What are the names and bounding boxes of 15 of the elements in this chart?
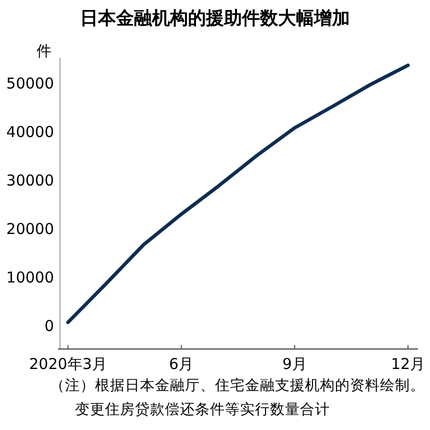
x-tick-label: 2020年3月 [29, 355, 107, 373]
text: 变更住房贷款偿还条件等实行数量合计 [75, 401, 330, 418]
chart-title: 日本金融机构的援助件数大幅增加 [80, 8, 350, 29]
y-tick-label: 30000 [6, 171, 54, 190]
y-tick-label: 0 [44, 316, 54, 335]
y-axis-title: 件 [36, 42, 52, 60]
y-tick-label: 40000 [6, 122, 54, 141]
y-tick-label: 20000 [6, 220, 54, 238]
x-tick-label: 6月 [169, 355, 194, 373]
line-series [66, 64, 410, 324]
x-tick-label: 12月 [390, 355, 426, 373]
x-tick-label: 9月 [282, 355, 307, 373]
y-tick-label: 10000 [6, 268, 54, 286]
y-tick-label: 50000 [6, 74, 54, 92]
text: （注）根据日本金融厅、住宅金融支援机构的资料绘制。 [50, 377, 425, 394]
